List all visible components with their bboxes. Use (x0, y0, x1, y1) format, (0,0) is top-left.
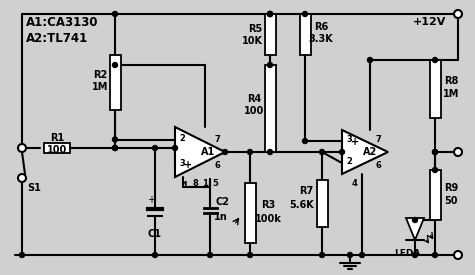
Text: R8: R8 (444, 76, 458, 86)
Circle shape (303, 12, 307, 16)
Text: R3: R3 (261, 200, 275, 210)
Circle shape (208, 252, 212, 257)
Circle shape (267, 62, 273, 67)
Bar (44, 143, 70, 153)
Circle shape (267, 12, 273, 16)
Polygon shape (175, 127, 225, 177)
Text: 50: 50 (444, 196, 458, 206)
Circle shape (433, 167, 437, 172)
Circle shape (18, 174, 26, 182)
Circle shape (433, 150, 437, 155)
Circle shape (433, 252, 437, 257)
Circle shape (454, 10, 462, 18)
Circle shape (222, 150, 228, 155)
Text: R2: R2 (93, 70, 107, 79)
Text: +12V: +12V (413, 17, 446, 27)
Text: 100k: 100k (255, 214, 281, 224)
Text: 1M: 1M (92, 82, 108, 92)
Text: A1:CA3130: A1:CA3130 (26, 15, 98, 29)
Circle shape (412, 218, 418, 222)
Text: 3: 3 (346, 136, 352, 144)
Circle shape (340, 150, 344, 155)
Text: A1: A1 (201, 147, 215, 157)
Circle shape (360, 252, 364, 257)
Text: 8: 8 (192, 180, 198, 188)
Circle shape (320, 150, 324, 155)
Text: R7: R7 (299, 186, 313, 197)
Text: 5: 5 (212, 180, 218, 188)
Text: A2:TL741: A2:TL741 (26, 32, 88, 45)
Circle shape (247, 252, 253, 257)
Text: R1: R1 (50, 133, 64, 143)
Text: R6: R6 (314, 21, 328, 32)
Circle shape (113, 145, 117, 150)
Text: 5.6K: 5.6K (290, 200, 314, 210)
Text: LEDA: LEDA (394, 249, 420, 258)
Circle shape (152, 145, 158, 150)
Bar (316, 180, 327, 227)
Bar (429, 170, 440, 220)
Circle shape (433, 57, 437, 62)
Text: 10K: 10K (241, 37, 263, 46)
Bar (110, 55, 121, 110)
Circle shape (172, 145, 178, 150)
Circle shape (348, 252, 352, 257)
Text: 4: 4 (351, 178, 357, 188)
Circle shape (303, 139, 307, 144)
Circle shape (267, 12, 273, 16)
Circle shape (368, 57, 372, 62)
Circle shape (247, 150, 253, 155)
Text: C1: C1 (148, 229, 162, 239)
Text: 2: 2 (346, 158, 352, 166)
Polygon shape (406, 218, 424, 240)
Bar (265, 65, 276, 152)
Text: A2: A2 (363, 147, 377, 157)
Text: C2: C2 (216, 197, 230, 207)
Bar (429, 60, 440, 118)
Text: S1: S1 (27, 183, 41, 193)
Circle shape (267, 150, 273, 155)
Circle shape (18, 144, 26, 152)
Text: 2: 2 (179, 134, 185, 143)
Text: 100: 100 (47, 145, 67, 155)
Text: R4: R4 (247, 94, 261, 103)
Circle shape (113, 145, 117, 150)
Bar (265, 14, 276, 55)
Text: 100: 100 (244, 106, 264, 117)
Text: 6: 6 (375, 161, 381, 169)
Circle shape (454, 251, 462, 259)
Text: 7: 7 (214, 134, 220, 144)
Circle shape (320, 252, 324, 257)
Text: 6: 6 (214, 161, 220, 169)
Bar (300, 14, 311, 55)
Text: 3.3K: 3.3K (309, 34, 333, 45)
Circle shape (454, 148, 462, 156)
Text: 3: 3 (179, 159, 185, 168)
Text: 1n: 1n (214, 212, 228, 222)
Circle shape (113, 137, 117, 142)
Text: R5: R5 (248, 23, 262, 34)
Text: 1M: 1M (443, 89, 459, 99)
Circle shape (433, 150, 437, 155)
Text: 7: 7 (375, 134, 381, 144)
Circle shape (412, 252, 418, 257)
Text: +: + (147, 195, 155, 205)
Text: +: + (351, 137, 359, 147)
Circle shape (152, 252, 158, 257)
Text: 1: 1 (202, 180, 208, 188)
Circle shape (19, 252, 25, 257)
Text: 4: 4 (182, 182, 188, 191)
Circle shape (113, 12, 117, 16)
Text: R9: R9 (444, 183, 458, 193)
Bar (245, 183, 256, 243)
Text: +: + (184, 161, 192, 170)
Polygon shape (342, 130, 388, 174)
Circle shape (267, 12, 273, 16)
Circle shape (113, 62, 117, 67)
Circle shape (267, 12, 273, 16)
